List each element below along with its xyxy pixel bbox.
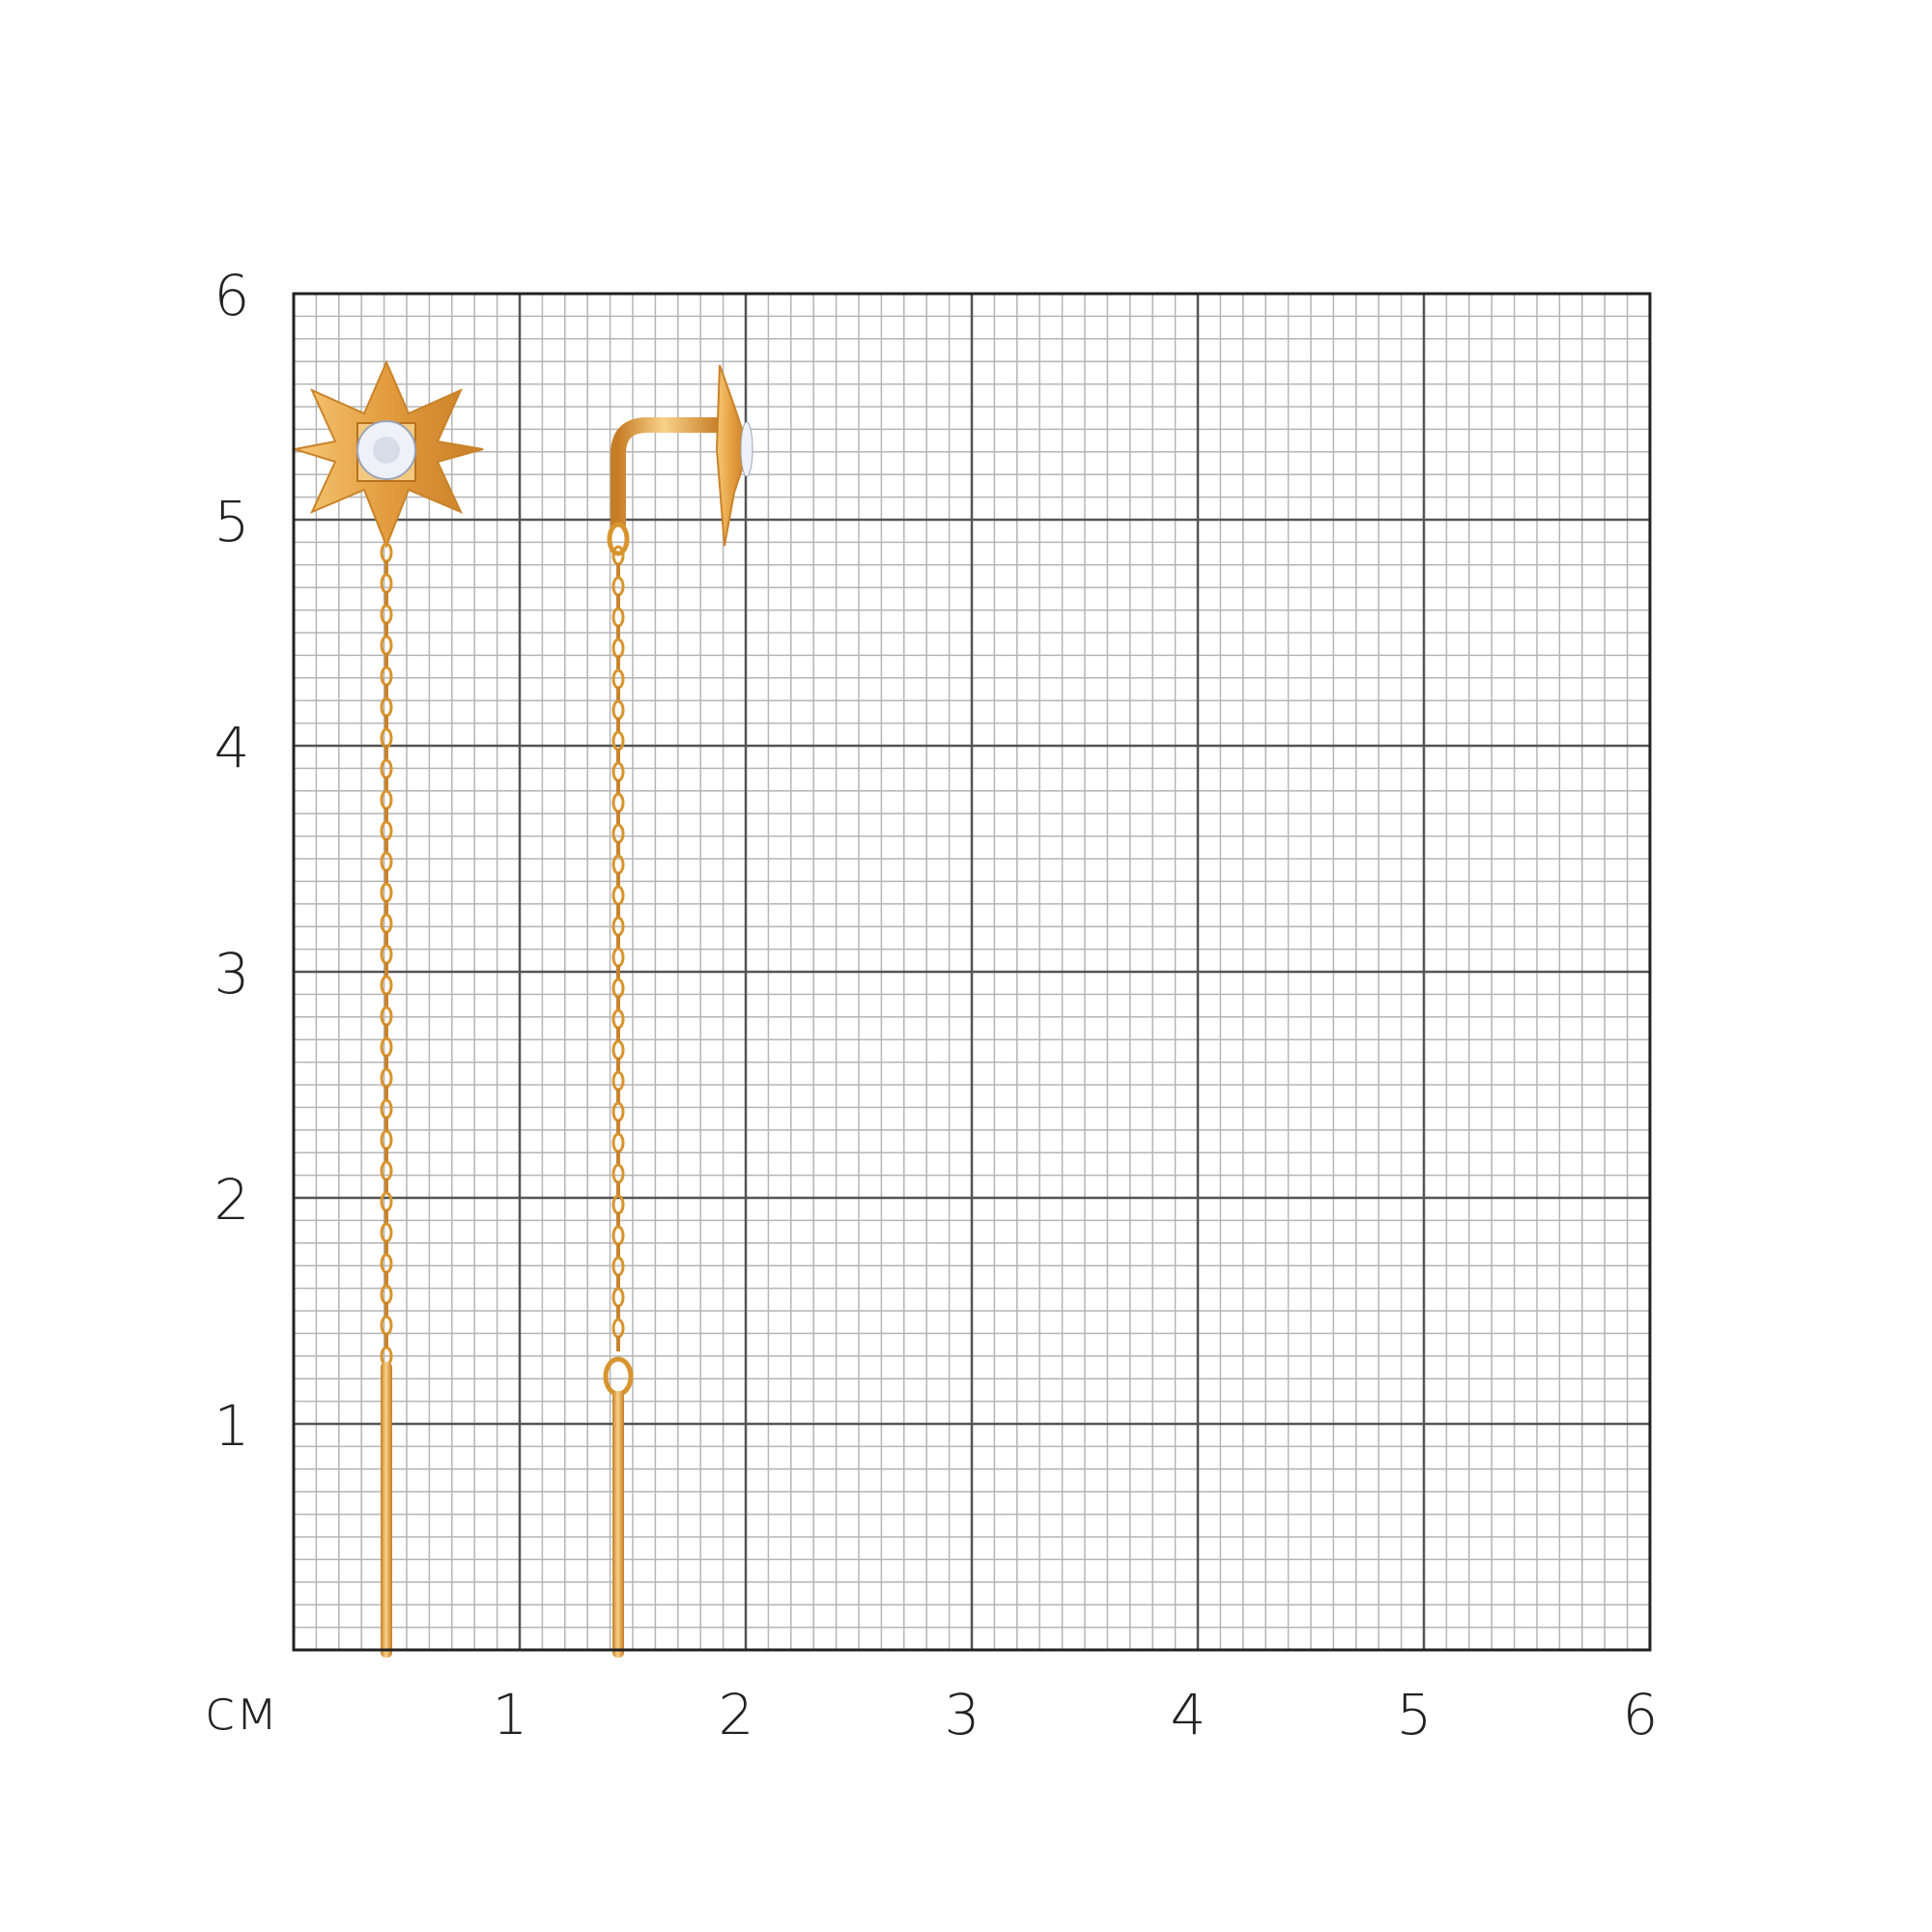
- chain-link: [611, 792, 625, 813]
- chain-link: [611, 1070, 625, 1092]
- chain-link: [380, 789, 393, 810]
- chain-link: [380, 573, 393, 594]
- chain-link: [611, 823, 625, 844]
- grid-border: [292, 292, 1652, 1652]
- chain-link: [380, 851, 393, 872]
- chain-link: [611, 1287, 625, 1308]
- chain-link: [380, 727, 393, 749]
- chain-link: [611, 576, 625, 597]
- chain-link: [611, 730, 625, 752]
- chain-link: [380, 1006, 393, 1027]
- chain-link: [611, 1225, 625, 1246]
- chain-link: [611, 761, 625, 782]
- chain-link: [611, 947, 625, 968]
- chain-link: [611, 607, 625, 628]
- threader-bar: [381, 1362, 392, 1658]
- star-side: [715, 364, 751, 547]
- chain-link: [380, 1191, 393, 1212]
- hook: [611, 417, 720, 526]
- x-tick-label: 4: [1171, 1682, 1207, 1747]
- y-tick-label: 5: [214, 489, 250, 554]
- y-tick-label: 2: [214, 1167, 250, 1233]
- x-tick-label: 5: [1397, 1682, 1433, 1747]
- y-tick-label: 6: [214, 263, 250, 328]
- chain-link: [611, 1101, 625, 1122]
- chain-link: [380, 882, 393, 903]
- chain-link: [380, 1037, 393, 1058]
- x-tick-label: 3: [945, 1682, 980, 1747]
- chain-link: [380, 604, 393, 625]
- chain-link: [380, 1253, 393, 1274]
- chain-link: [611, 885, 625, 906]
- threader-bar: [612, 1391, 624, 1658]
- chain-link: [380, 1129, 393, 1151]
- chain-link: [380, 913, 393, 934]
- chain-link: [380, 1315, 393, 1336]
- chain-link: [611, 1163, 625, 1184]
- chain-link: [380, 1160, 393, 1181]
- earring-front-view: [294, 359, 484, 1658]
- chain-link: [380, 635, 393, 656]
- chain-link: [380, 1222, 393, 1243]
- chain: [380, 542, 393, 1367]
- chain-link: [611, 1132, 625, 1153]
- y-tick-label: 1: [214, 1393, 250, 1459]
- chain-link: [611, 638, 625, 659]
- chain-link: [380, 1098, 393, 1120]
- chain: [611, 545, 625, 1351]
- x-tick-label: 1: [493, 1682, 528, 1747]
- chain-link: [380, 975, 393, 996]
- chain-link: [380, 944, 393, 965]
- x-tick-label: 2: [719, 1682, 754, 1747]
- y-tick-label: 3: [214, 941, 250, 1007]
- chain-link: [611, 699, 625, 721]
- chain-link: [611, 1039, 625, 1061]
- y-tick-label: 4: [214, 715, 250, 781]
- chain-link: [611, 1009, 625, 1030]
- axis-labels: 1 2 3 4 5 6 1 2 3 4 5 6: [214, 263, 1659, 1747]
- chain-link: [611, 668, 625, 690]
- unit-label: см: [205, 1677, 278, 1743]
- chain-link: [611, 1256, 625, 1277]
- chain-link: [611, 1318, 625, 1339]
- x-tick-label: 6: [1623, 1682, 1659, 1747]
- chain-link: [380, 666, 393, 687]
- earring-side-view: [603, 364, 753, 1658]
